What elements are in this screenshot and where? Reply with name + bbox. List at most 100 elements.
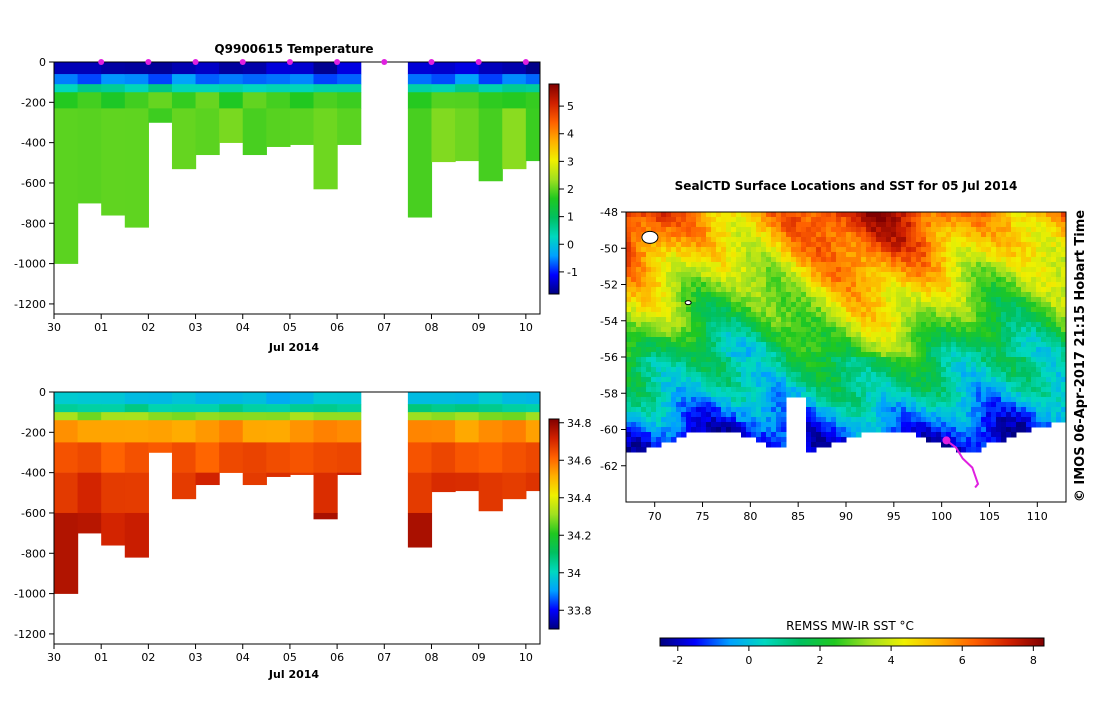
sst-cell [966,272,972,278]
section-cell [266,442,291,473]
sst-cell [1046,367,1052,373]
sst-cell [1031,212,1037,218]
sst-cell [826,432,832,438]
sst-cell [1011,357,1017,363]
sst-cell [996,362,1002,368]
sst-cell [871,382,877,388]
sst-cell [656,342,662,348]
sst-cell [716,302,722,308]
sst-cell [811,332,817,338]
sst-cell [971,382,977,388]
sst-cell [931,387,937,393]
sst-cell [946,427,952,433]
sst-cell [976,362,982,368]
sst-cell [971,302,977,308]
sst-cell [631,397,637,403]
sst-cell [1056,402,1062,408]
sst-cell [791,217,797,223]
sst-cell [646,217,652,223]
sst-cell [991,232,997,238]
section-cell [54,412,79,421]
sst-cell [781,237,787,243]
sst-cell [1036,377,1042,383]
sst-cell [816,327,822,333]
sst-cell [771,292,777,298]
sst-cell [706,312,712,318]
sst-cell [936,372,942,378]
sst-cell [851,237,857,243]
sst-cell [1006,322,1012,328]
section-cell [171,392,197,405]
sst-cell [931,352,937,358]
sst-cell [691,412,697,418]
sst-cell [926,222,932,228]
sst-cell [1011,337,1017,343]
section-cell [219,92,244,109]
sst-cell [986,257,992,263]
sst-cell [971,407,977,413]
sst-cell [951,227,957,233]
sst-cell [951,347,957,353]
sst-cell [966,407,972,413]
sst-cell [981,272,987,278]
sst-cell [756,347,762,353]
sst-cell [711,352,717,358]
sst-cell [821,422,827,428]
sst-cell [871,222,877,228]
sst-cell [846,337,852,343]
sst-cell [771,317,777,323]
sst-cell [891,292,897,298]
sst-cell [646,427,652,433]
sst-cell [816,217,822,223]
sst-cell [986,217,992,223]
section-cell [101,108,126,216]
sst-cell [1041,217,1047,223]
sst-cell [891,302,897,308]
sst-cell [836,377,842,383]
sst-cell [871,367,877,373]
sst-cell [806,332,812,338]
sst-cell [826,392,832,398]
sst-cell [1026,387,1032,393]
sst-cell [826,377,832,383]
sst-cell [656,247,662,253]
sst-cell [726,397,732,403]
sst-cell [796,222,802,228]
sst-cell [906,287,912,293]
sst-cell [896,322,902,328]
sst-cell [736,222,742,228]
sst-cell [931,397,937,403]
sst-cell [911,227,917,233]
sst-cell [811,447,817,453]
sst-cell [926,317,932,323]
sst-cell [971,372,977,378]
sst-cell [716,217,722,223]
sst-cell [1036,287,1042,293]
sst-cell [721,357,727,363]
sst-cell [851,372,857,378]
sst-cell [741,277,747,283]
sst-cell [936,267,942,273]
sst-cell [771,442,777,448]
sst-cell [1056,257,1062,263]
sst-cell [991,422,997,428]
section-cell [195,108,220,156]
section-cell [289,62,315,75]
section-cell [431,404,456,413]
sst-cell [876,252,882,258]
sst-cell [826,237,832,243]
sst-cell [771,302,777,308]
sst-cell [751,322,757,328]
sst-cell [816,292,822,298]
section-cell [148,62,173,75]
sst-cell [791,322,797,328]
sst-cell [1021,397,1027,403]
section-cell [266,404,291,413]
sst-cell [886,332,892,338]
sst-cell [951,302,957,308]
sst-cell [761,227,767,233]
sst-cell [1016,387,1022,393]
section-cell [502,62,527,75]
lat-tick-label: -52 [600,279,618,292]
sst-cell [646,357,652,363]
